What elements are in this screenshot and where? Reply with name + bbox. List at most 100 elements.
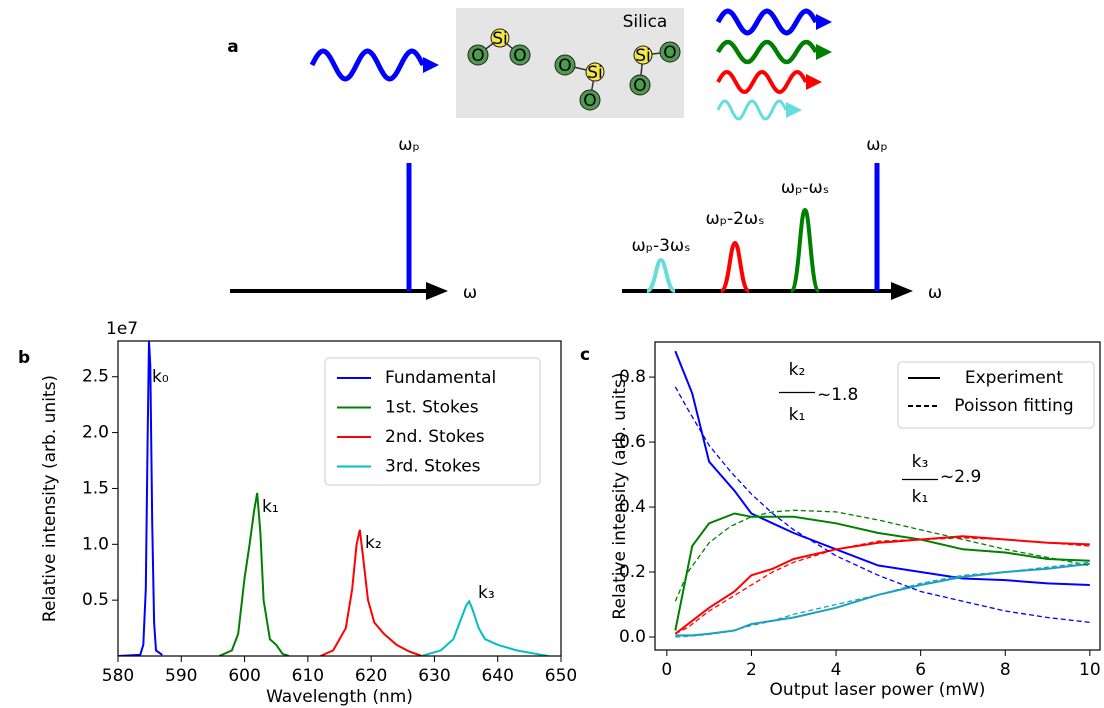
series-line xyxy=(421,599,549,656)
stokes-peak xyxy=(789,207,821,293)
y-tick-label: 1.0 xyxy=(82,534,109,554)
atom xyxy=(585,62,605,82)
atom-label: O xyxy=(583,91,596,111)
legend-label: 2nd. Stokes xyxy=(385,427,485,447)
legend-label: 1st. Stokes xyxy=(385,398,479,418)
atom xyxy=(633,45,653,65)
atom xyxy=(554,54,576,76)
annotation: k₂ xyxy=(365,533,382,553)
fraction-numerator: k₃ xyxy=(912,452,929,472)
annotation: k₀ xyxy=(152,367,169,387)
x-axis-label: Wavelength (nm) xyxy=(266,687,413,707)
atom xyxy=(467,44,489,66)
plot-frame xyxy=(654,341,1101,651)
series-line xyxy=(674,512,1090,631)
x-tick-label: 610 xyxy=(292,666,324,686)
x-tick-label: 6 xyxy=(915,660,926,680)
stokes-peak xyxy=(719,240,751,293)
atom xyxy=(509,44,531,66)
stokes-peak xyxy=(646,257,676,293)
series-line xyxy=(320,529,423,656)
wave xyxy=(716,39,818,65)
peak-label: ωₚ xyxy=(398,135,420,155)
x-tick-label: 630 xyxy=(418,666,450,686)
y-tick-label: 2.0 xyxy=(82,423,109,443)
peak-label: ωₚ xyxy=(866,135,888,155)
legend-label: Fundamental xyxy=(385,368,496,388)
series-line xyxy=(675,537,1090,635)
x-tick-label: 650 xyxy=(545,666,577,686)
x-axis-label: Output laser power (mW) xyxy=(770,680,986,700)
fraction-denominator: k₁ xyxy=(789,405,806,425)
axis-symbol: ω xyxy=(463,283,477,303)
y-tick-label: 0.2 xyxy=(619,562,646,582)
series-line xyxy=(675,562,1090,637)
atom xyxy=(659,41,681,63)
atom xyxy=(579,89,601,111)
legend-label: Poisson fitting xyxy=(954,396,1073,416)
offset-label: 1e7 xyxy=(106,319,138,339)
x-tick-label: 580 xyxy=(102,666,134,686)
series-line xyxy=(674,386,1090,624)
material-label: Silica xyxy=(623,12,668,32)
plot-frame xyxy=(117,340,562,657)
y-tick-label: 0.4 xyxy=(619,497,646,517)
y-tick-label: 0.5 xyxy=(82,590,109,610)
series-line xyxy=(118,341,163,656)
panel-label: b xyxy=(18,348,30,368)
annotation: k₃ xyxy=(478,583,495,603)
y-tick-label: 1.5 xyxy=(82,478,109,498)
wave xyxy=(715,8,819,36)
atom-label: Si xyxy=(492,29,508,49)
wave xyxy=(716,69,808,95)
atom-label: O xyxy=(513,46,526,66)
legend-box xyxy=(897,361,1095,429)
legend-label: 3rd. Stokes xyxy=(385,457,481,477)
x-tick-label: 590 xyxy=(165,666,197,686)
legend-label: Experiment xyxy=(965,368,1064,388)
atom-label: O xyxy=(663,43,676,63)
annotation: k₁ xyxy=(262,497,279,517)
wave-head xyxy=(816,44,832,60)
series-line xyxy=(675,561,1090,638)
wave-head xyxy=(423,57,439,73)
atom-label: O xyxy=(633,76,646,96)
series-line xyxy=(674,350,1090,586)
fraction-denominator: k₁ xyxy=(912,487,929,507)
wave-head xyxy=(806,74,822,90)
x-tick-label: 600 xyxy=(228,666,260,686)
wave xyxy=(309,48,426,82)
x-tick-label: 0 xyxy=(661,660,672,680)
wave xyxy=(716,99,788,121)
series-line xyxy=(674,535,1090,635)
x-tick-label: 10 xyxy=(1079,660,1101,680)
atom-label: Si xyxy=(587,63,603,83)
atom xyxy=(629,74,651,96)
y-axis-label: Relative intensity (arb. units) xyxy=(610,372,630,619)
x-tick-label: 2 xyxy=(746,660,757,680)
y-axis-label: Relative intensity (arb. units) xyxy=(40,375,60,622)
panel-label: a xyxy=(227,37,238,57)
x-tick-label: 620 xyxy=(355,666,387,686)
wave-head xyxy=(816,14,832,30)
fraction-numerator: k₂ xyxy=(789,360,806,380)
spectrum-axis-head xyxy=(426,282,448,300)
spectrum-axis-head xyxy=(891,282,913,300)
fraction-value: ~1.8 xyxy=(817,385,858,405)
y-tick-label: 0.6 xyxy=(619,432,646,452)
atom-label: O xyxy=(471,46,484,66)
wave-head xyxy=(786,102,802,118)
series-line xyxy=(674,509,1090,602)
peak-label: ωₚ-2ωₛ xyxy=(705,209,764,229)
y-tick-label: 0.0 xyxy=(619,627,646,647)
y-tick-label: 2.5 xyxy=(82,367,109,387)
panel-label: c xyxy=(580,345,590,365)
series-line xyxy=(218,492,290,656)
fraction-value: ~2.9 xyxy=(940,467,981,487)
peak-label: ωₚ-3ωₛ xyxy=(631,236,690,256)
atom-label: O xyxy=(558,56,571,76)
x-tick-label: 640 xyxy=(481,666,513,686)
axis-symbol: ω xyxy=(928,283,942,303)
y-tick-label: 0.8 xyxy=(619,367,646,387)
